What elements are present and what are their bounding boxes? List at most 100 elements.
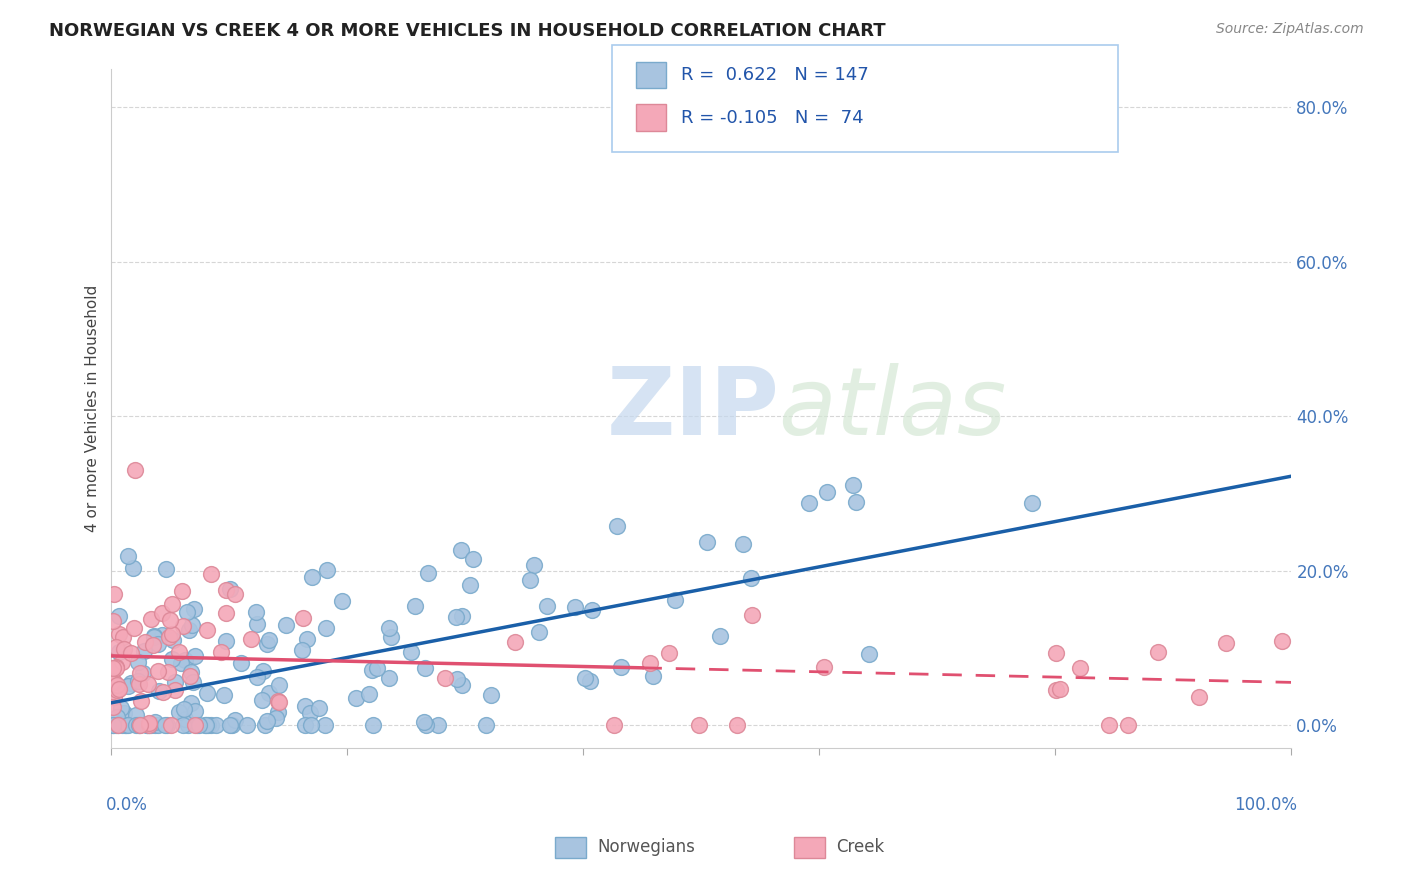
Point (111, 631, 134, 645)
Point (404, 599, 426, 613)
Point (221, 718, 243, 732)
Point (143, 718, 166, 732)
Point (527, 624, 550, 639)
Point (131, 694, 153, 708)
Text: R = -0.105   N =  74: R = -0.105 N = 74 (681, 109, 863, 127)
Point (444, 610, 467, 624)
Point (138, 718, 160, 732)
Text: ZIP: ZIP (607, 362, 780, 455)
Point (1188, 690, 1211, 704)
Point (224, 587, 246, 601)
Point (136, 718, 159, 732)
Point (314, 718, 336, 732)
Point (105, 678, 128, 692)
Point (167, 705, 190, 719)
Point (155, 718, 177, 732)
Point (606, 518, 628, 533)
Point (377, 671, 399, 685)
Point (172, 718, 194, 732)
Point (725, 718, 748, 732)
Point (117, 549, 139, 564)
Point (128, 718, 150, 732)
Point (797, 496, 820, 510)
Point (1271, 634, 1294, 648)
Point (105, 709, 128, 723)
Point (602, 718, 624, 732)
Point (740, 571, 762, 585)
Point (194, 718, 217, 732)
Point (475, 718, 498, 732)
Point (638, 656, 661, 670)
Point (148, 718, 170, 732)
Point (170, 657, 193, 671)
Point (413, 714, 436, 729)
Point (1146, 645, 1168, 659)
Point (845, 495, 868, 509)
Point (146, 665, 169, 679)
Point (256, 637, 278, 651)
Point (858, 647, 880, 661)
Point (107, 627, 129, 641)
Point (267, 695, 290, 709)
Point (269, 677, 291, 691)
Text: Source: ZipAtlas.com: Source: ZipAtlas.com (1216, 22, 1364, 37)
Point (709, 629, 731, 643)
Point (696, 534, 718, 549)
Point (433, 671, 456, 685)
Point (209, 644, 232, 658)
Point (315, 621, 337, 635)
Point (664, 593, 686, 607)
Point (157, 630, 180, 644)
Point (276, 618, 298, 632)
Point (114, 718, 136, 732)
Point (156, 665, 179, 679)
Point (104, 660, 127, 674)
Point (1045, 682, 1067, 697)
Point (197, 686, 219, 700)
Point (246, 617, 269, 632)
Point (122, 560, 145, 574)
Point (361, 718, 384, 732)
Point (138, 718, 160, 732)
Point (107, 682, 129, 697)
Point (427, 718, 450, 732)
Point (129, 718, 152, 732)
Point (139, 718, 162, 732)
Point (128, 718, 150, 732)
Point (107, 718, 129, 732)
Point (330, 594, 353, 608)
Point (141, 612, 163, 626)
Point (184, 648, 207, 663)
Point (519, 573, 541, 587)
Point (172, 618, 194, 632)
Text: 0.0%: 0.0% (105, 796, 148, 814)
Text: Creek: Creek (837, 838, 884, 856)
Point (266, 694, 288, 708)
Point (124, 708, 146, 723)
Point (578, 673, 600, 688)
Point (180, 696, 202, 710)
Point (150, 628, 173, 642)
Point (219, 718, 242, 732)
Point (112, 642, 135, 657)
Point (101, 673, 124, 688)
Text: Norwegians: Norwegians (598, 838, 696, 856)
Point (180, 617, 202, 632)
Point (132, 666, 155, 681)
Point (229, 657, 252, 671)
Point (688, 718, 710, 732)
Point (842, 478, 865, 492)
Point (197, 718, 219, 732)
Point (194, 718, 217, 732)
Point (399, 645, 422, 659)
Point (224, 714, 246, 728)
Point (450, 542, 472, 557)
Point (413, 661, 436, 675)
Point (266, 705, 288, 719)
Point (104, 718, 127, 732)
Point (120, 676, 142, 690)
Point (142, 638, 165, 652)
Point (146, 637, 169, 651)
Point (295, 632, 318, 647)
Point (173, 712, 195, 726)
